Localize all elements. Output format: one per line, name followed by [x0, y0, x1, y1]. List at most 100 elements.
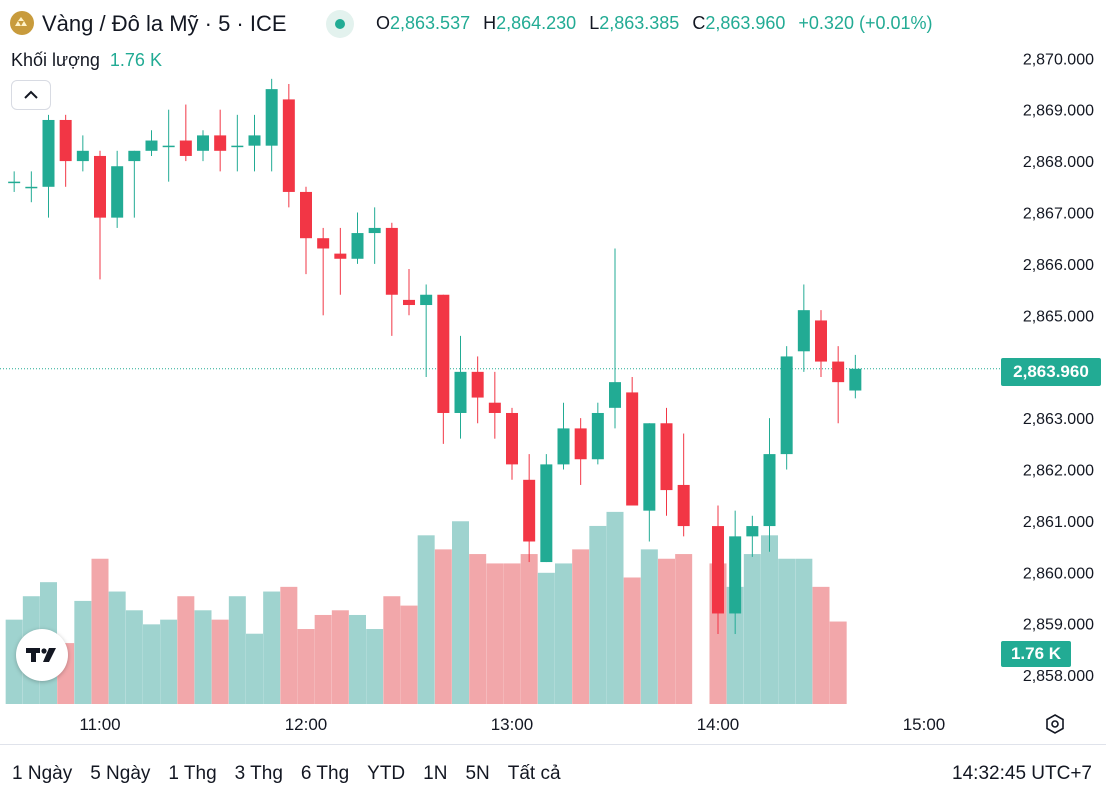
volume-bar — [143, 624, 160, 704]
price-tick-label: 2,865.000 — [1023, 308, 1094, 325]
low-label: L — [589, 13, 600, 33]
volume-bar — [246, 633, 263, 704]
candle-body — [763, 454, 776, 527]
candle-body — [523, 479, 536, 542]
chart-legend: Vàng / Đô la Mỹ · 5 · ICE O2,863.537 H2,… — [0, 0, 1000, 48]
volume-bar — [400, 605, 418, 704]
volume-bar — [795, 558, 813, 704]
candle-body — [111, 166, 124, 218]
candle-body — [815, 320, 827, 362]
candle-body — [385, 227, 398, 295]
bottom-toolbar: 1 Ngày 5 Ngày 1 Thg 3 Thg 6 Thg YTD 1N 5N Tất cả… — [0, 744, 1106, 799]
volume-label: Khối lượng — [11, 50, 100, 70]
volume-bar — [726, 586, 744, 704]
volume-bar — [606, 511, 624, 704]
candle-body — [591, 412, 604, 460]
volume-bar — [675, 554, 693, 704]
candle-body — [300, 191, 312, 239]
volume-bar — [829, 621, 847, 704]
candle-body — [403, 299, 415, 306]
range-button[interactable]: 1 Ngày — [12, 763, 73, 784]
range-button[interactable]: 5 Ngày — [90, 763, 151, 784]
volume-bar — [263, 591, 281, 704]
candle-body — [25, 186, 38, 189]
chevron-up-icon — [24, 90, 38, 99]
volume-bar — [640, 549, 658, 704]
volume-bar — [623, 577, 641, 704]
volume-bar — [778, 558, 796, 704]
volume-bar — [503, 563, 521, 704]
volume-bar — [452, 521, 469, 704]
price-tick-label: 2,869.000 — [1023, 103, 1094, 120]
price-axis[interactable]: 2,870.000 2,869.000 2,868.000 2,867.000 2,86… — [1023, 51, 1094, 685]
range-button[interactable]: 1N — [423, 763, 448, 784]
candle-body — [849, 368, 862, 391]
price-chart[interactable]: 2,870.000 2,869.000 2,868.000 2,867.000 2,86… — [0, 0, 1106, 744]
last-price-label: 2,863.960 — [1001, 358, 1101, 386]
time-axis[interactable]: 11:00 12:00 13:00 14:00 15:00 — [79, 715, 945, 734]
range-button[interactable]: 6 Thg — [300, 763, 350, 784]
clock-timezone[interactable]: 14:32:45 UTC+7 — [952, 763, 1092, 784]
volume-bar — [5, 619, 23, 704]
candle-body — [660, 423, 673, 491]
range-button[interactable]: 1 Thg — [168, 763, 217, 784]
candle-body — [506, 412, 518, 465]
candle-body — [557, 428, 570, 465]
range-button[interactable]: 3 Thg — [234, 763, 283, 784]
volume-bar — [108, 591, 126, 704]
volume-bar — [125, 610, 143, 704]
collapse-legend-button[interactable] — [11, 80, 51, 110]
candle-body — [368, 227, 381, 234]
volume-bar — [366, 629, 384, 704]
volume-bar — [537, 572, 555, 704]
price-tick-label: 2,859.000 — [1023, 617, 1094, 634]
volume-bar — [194, 610, 212, 704]
volume-bar — [417, 535, 435, 704]
price-tick-label: 2,858.000 — [1023, 668, 1094, 685]
candle-body — [454, 371, 467, 413]
candle-body — [420, 294, 433, 306]
candle-body — [231, 145, 244, 148]
candle-body — [626, 392, 639, 506]
close-label: C — [692, 13, 706, 33]
high-value: 2,864.230 — [496, 13, 577, 33]
range-button[interactable]: Tất cả — [507, 763, 561, 784]
candle-body — [780, 356, 793, 455]
candle-body — [797, 310, 810, 352]
price-tick-label: 2,868.000 — [1023, 154, 1094, 171]
candle-body — [197, 135, 209, 151]
price-tick-label: 2,861.000 — [1023, 514, 1094, 531]
candle-body — [265, 89, 278, 146]
volume-bar — [658, 558, 675, 704]
market-status[interactable] — [326, 10, 354, 38]
candle-body — [179, 140, 192, 156]
range-button[interactable]: 5N — [465, 763, 490, 784]
volume-bar — [812, 586, 830, 704]
candle-body — [248, 135, 261, 146]
volume-bar — [177, 596, 195, 704]
symbol-title[interactable]: Vàng / Đô la Mỹ · 5 · ICE — [42, 11, 287, 36]
time-tick-label: 13:00 — [491, 715, 534, 734]
candle-body — [643, 423, 656, 511]
candle-body — [162, 145, 175, 148]
market-open-dot-icon — [335, 19, 345, 29]
volume-bar — [280, 586, 298, 704]
volume-bar — [520, 554, 538, 704]
open-label: O — [376, 13, 391, 33]
tradingview-logo-icon[interactable] — [16, 629, 68, 681]
price-tick-label: 2,862.000 — [1023, 463, 1094, 480]
volume-bar — [297, 629, 315, 704]
ohlc-values: O2,863.537 H2,864.230 L2,863.385 C2,863.… — [376, 13, 933, 34]
time-tick-label: 14:00 — [697, 715, 740, 734]
high-label: H — [483, 13, 497, 33]
volume-value: 1.76 K — [109, 50, 162, 70]
volume-bar — [228, 596, 246, 704]
volume-bar — [434, 549, 452, 704]
candle-body — [471, 371, 484, 398]
candle-body — [488, 402, 501, 413]
time-tick-label: 11:00 — [79, 715, 120, 734]
settings-hexagon-icon[interactable] — [1043, 712, 1067, 736]
range-button[interactable]: YTD — [367, 763, 406, 784]
volume-bar — [469, 554, 487, 704]
candle-body — [729, 536, 742, 614]
